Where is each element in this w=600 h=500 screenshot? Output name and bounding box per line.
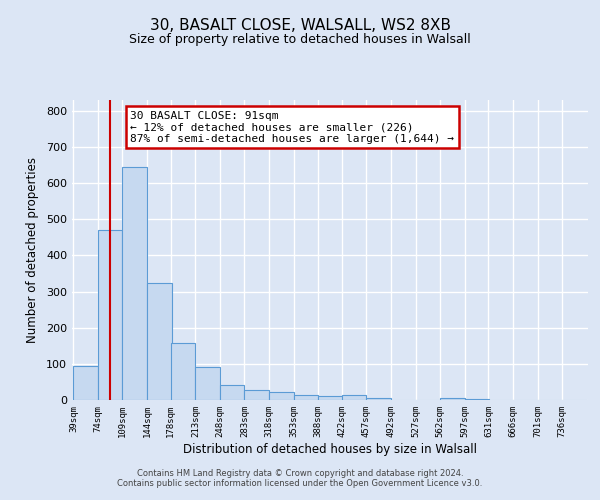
Bar xyxy=(122,167,147,400)
Bar xyxy=(196,368,220,400)
Bar xyxy=(98,230,122,400)
Bar xyxy=(342,396,367,400)
Bar xyxy=(440,398,464,400)
Text: Contains public sector information licensed under the Open Government Licence v3: Contains public sector information licen… xyxy=(118,479,482,488)
Bar xyxy=(73,366,98,400)
X-axis label: Distribution of detached houses by size in Walsall: Distribution of detached houses by size … xyxy=(183,442,477,456)
Bar xyxy=(318,396,343,400)
Y-axis label: Number of detached properties: Number of detached properties xyxy=(26,157,39,343)
Text: Contains HM Land Registry data © Crown copyright and database right 2024.: Contains HM Land Registry data © Crown c… xyxy=(137,469,463,478)
Bar xyxy=(220,385,244,400)
Bar xyxy=(147,282,172,400)
Bar xyxy=(367,398,391,400)
Text: 30, BASALT CLOSE, WALSALL, WS2 8XB: 30, BASALT CLOSE, WALSALL, WS2 8XB xyxy=(149,18,451,32)
Bar xyxy=(293,394,318,400)
Text: Size of property relative to detached houses in Walsall: Size of property relative to detached ho… xyxy=(129,32,471,46)
Bar xyxy=(244,390,269,400)
Text: 30 BASALT CLOSE: 91sqm
← 12% of detached houses are smaller (226)
87% of semi-de: 30 BASALT CLOSE: 91sqm ← 12% of detached… xyxy=(130,111,454,144)
Bar xyxy=(171,343,196,400)
Bar xyxy=(269,392,293,400)
